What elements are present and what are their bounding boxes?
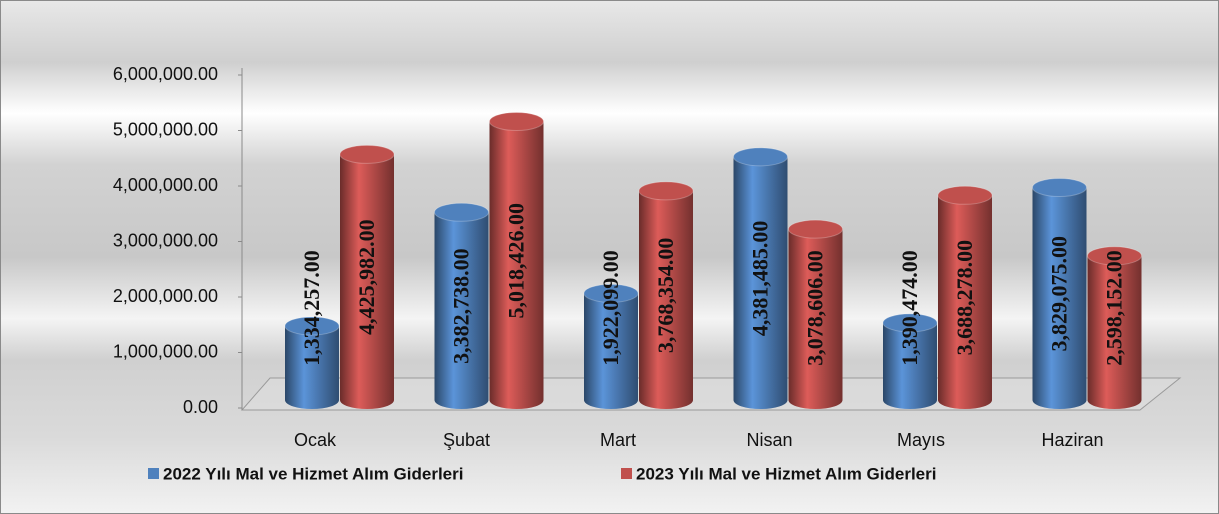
cylinder-top (489, 111, 544, 131)
value-label: 1,334,257.00 (299, 250, 324, 366)
cylinder-top (937, 185, 993, 205)
cylinder (1032, 187, 1087, 410)
cylinder (1087, 255, 1142, 410)
cylinder-top (583, 283, 639, 303)
x-tick-label: Şubat (443, 430, 490, 450)
cylinder (733, 156, 788, 410)
cylinder (340, 154, 394, 409)
x-tick-label: Mayıs (897, 430, 945, 450)
legend-swatch (148, 468, 159, 479)
cylinder-top (733, 147, 788, 167)
cylinder (489, 121, 544, 410)
x-tick-label: Nisan (746, 430, 792, 450)
cylinder-top (339, 144, 395, 164)
y-tick-label: 5,000,000.00 (113, 119, 218, 139)
cylinder (584, 293, 638, 409)
cylinder (938, 195, 992, 409)
legend-label: 2023 Yılı Mal ve Hizmet Alım Giderleri (636, 464, 936, 483)
legend-swatch (621, 468, 632, 479)
value-label: 3,382,738.00 (449, 248, 474, 364)
value-label: 4,425,982.00 (354, 219, 379, 335)
cylinder-top (434, 202, 489, 222)
cylinder (285, 325, 339, 409)
legend-label: 2022 Yılı Mal ve Hizmet Alım Giderleri (163, 464, 463, 483)
y-tick-label: 0.00 (183, 397, 218, 417)
cylinder (788, 229, 843, 410)
y-tick-label: 6,000,000.00 (113, 64, 218, 84)
value-label: 3,768,354.00 (653, 238, 678, 354)
cylinder-top (1087, 246, 1142, 266)
cylinder-top (788, 219, 843, 239)
cylinder (883, 322, 937, 409)
y-tick-label: 3,000,000.00 (113, 230, 218, 250)
value-label: 3,078,606.00 (803, 250, 828, 366)
x-tick-label: Ocak (294, 430, 337, 450)
cylinder (639, 190, 693, 409)
value-label: 1,390,474.00 (897, 250, 922, 366)
value-label: 4,381,485.00 (748, 221, 773, 337)
cylinder-top (638, 181, 694, 201)
cylinder (434, 212, 489, 410)
value-label: 2,598,152.00 (1102, 250, 1127, 366)
value-label: 1,922,099.00 (598, 250, 623, 366)
y-tick-label: 4,000,000.00 (113, 175, 218, 195)
y-tick-label: 2,000,000.00 (113, 286, 218, 306)
cylinder-top (1032, 177, 1087, 197)
x-tick-label: Haziran (1041, 430, 1103, 450)
value-label: 3,829,075.00 (1047, 236, 1072, 352)
value-label: 5,018,426.00 (504, 203, 529, 319)
cylinder-top (284, 316, 340, 336)
value-label: 3,688,278.00 (952, 240, 977, 356)
y-tick-label: 1,000,000.00 (113, 341, 218, 361)
cylinder-top (882, 313, 938, 333)
x-tick-label: Mart (600, 430, 636, 450)
